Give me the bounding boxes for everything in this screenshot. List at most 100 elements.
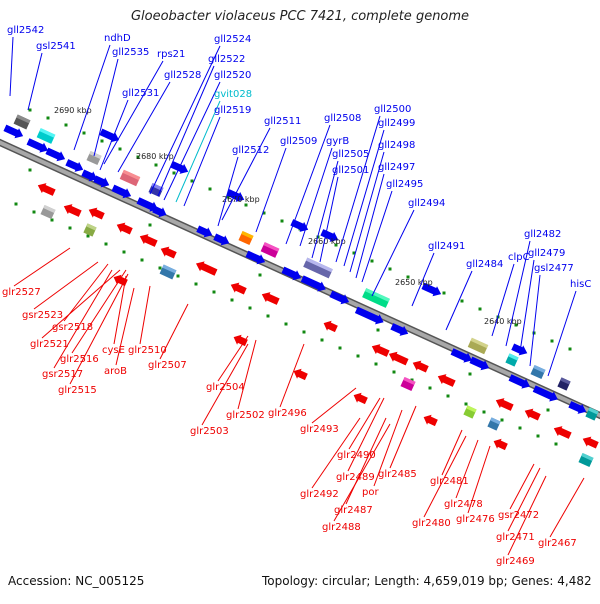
forward-gene-arrow	[213, 233, 230, 246]
label-leader	[217, 156, 239, 227]
forward-gene-arrow	[508, 374, 531, 389]
reverse-gene-arrow	[160, 246, 177, 259]
gene-label-forward: gll2542	[7, 25, 44, 36]
reverse-gene-arrow	[493, 438, 508, 451]
protein-domain-box	[148, 182, 164, 198]
scale-tick	[28, 168, 32, 172]
gene-label-forward: gll2528	[164, 70, 201, 81]
protein-domain-box	[40, 204, 56, 220]
label-leader	[285, 124, 331, 245]
reverse-gene-arrow	[88, 207, 105, 220]
gene-label-reverse: gsr2518	[52, 322, 93, 333]
gene-label-reverse: glr2481	[430, 476, 469, 487]
protein-domain-box	[303, 257, 333, 279]
reverse-gene-arrow	[371, 344, 390, 357]
gene-label-reverse: glr2489	[336, 472, 375, 483]
label-leader	[63, 263, 109, 322]
forward-gene-arrow	[111, 184, 132, 199]
label-leader	[159, 303, 189, 360]
gene-label-reverse: glr2521	[30, 339, 69, 350]
label-leader	[423, 435, 467, 518]
accession-label: Accession: NC_005125	[8, 574, 145, 588]
label-leader	[319, 176, 339, 263]
forward-gene-arrow	[136, 197, 159, 212]
scale-tick	[208, 187, 212, 191]
label-leader	[299, 147, 333, 247]
gene-label-reverse: glr2493	[300, 424, 339, 435]
scale-tick	[176, 274, 180, 278]
reverse-gene-arrow	[423, 414, 438, 427]
reverse-gene-arrow	[388, 351, 409, 366]
protein-domain-box	[238, 230, 254, 246]
gene-label-forward: gll2500	[374, 104, 411, 115]
scale-tick	[428, 386, 432, 390]
scale-label: 2690 kbp	[54, 106, 92, 115]
forward-gene-arrow	[93, 175, 110, 188]
scale-tick	[284, 322, 288, 326]
scale-tick	[148, 223, 152, 227]
gene-label-forward: gsl2541	[36, 41, 76, 52]
label-leader	[27, 52, 43, 111]
forward-gene-arrow	[3, 124, 24, 139]
label-leader	[361, 190, 393, 283]
forward-gene-arrow	[245, 250, 266, 265]
protein-domain-box	[585, 407, 599, 421]
gene-label-reverse: glr2476	[456, 514, 495, 525]
label-leader	[455, 439, 479, 499]
protein-domain-box	[36, 128, 56, 144]
scale-tick	[338, 346, 342, 350]
scale-tick	[248, 306, 252, 310]
scale-tick	[258, 273, 262, 277]
label-leader	[237, 339, 257, 410]
gene-label-reverse: por	[362, 487, 379, 498]
scale-tick	[64, 123, 68, 127]
scale-tick	[122, 250, 126, 254]
reverse-gene-arrow	[37, 183, 56, 196]
label-leader	[355, 173, 385, 279]
label-leader	[53, 269, 113, 369]
label-leader	[221, 127, 271, 221]
gene-label-forward: gll2519	[214, 105, 251, 116]
label-leader	[103, 60, 164, 165]
gene-label-forward: gll2482	[524, 229, 561, 240]
gene-label-reverse: glr2496	[268, 408, 307, 419]
label-leader	[115, 287, 135, 366]
forward-gene-arrow	[568, 401, 587, 414]
label-leader	[217, 335, 249, 382]
label-leader	[549, 477, 585, 538]
scale-tick	[194, 282, 198, 286]
label-leader	[491, 263, 515, 337]
reverse-gene-arrow	[63, 204, 82, 217]
gene-label-reverse: glr2507	[148, 360, 187, 371]
reverse-gene-arrow	[139, 234, 158, 247]
label-leader	[505, 240, 531, 347]
label-leader	[411, 252, 435, 307]
gene-label-forward: gll2484	[466, 259, 503, 270]
reverse-gene-arrow	[293, 368, 308, 381]
gene-label-forward: gyrB	[326, 136, 349, 147]
protein-domain-box	[362, 288, 390, 308]
scale-tick	[50, 218, 54, 222]
gene-label-reverse: glr2480	[412, 518, 451, 529]
label-leader	[333, 423, 391, 522]
scale-tick	[118, 147, 122, 151]
scale-label: 2670 kbp	[222, 195, 260, 204]
reverse-gene-arrow	[195, 261, 218, 276]
protein-domain-box	[463, 405, 477, 419]
protein-domain-box	[13, 114, 31, 130]
label-leader	[175, 100, 221, 203]
scale-tick	[356, 354, 360, 358]
label-leader	[183, 116, 221, 207]
gene-label-forward: gll2494	[408, 198, 445, 209]
gene-label-reverse: glr2492	[300, 489, 339, 500]
label-leader	[13, 247, 71, 287]
forward-gene-arrow	[511, 343, 528, 356]
label-leader	[349, 151, 385, 273]
forward-gene-arrow	[469, 356, 490, 371]
label-leader	[467, 445, 491, 514]
gene-label-forward: gll2498	[378, 140, 415, 151]
label-leader	[279, 343, 305, 408]
protein-domain-box	[400, 376, 416, 392]
scale-tick	[554, 442, 558, 446]
